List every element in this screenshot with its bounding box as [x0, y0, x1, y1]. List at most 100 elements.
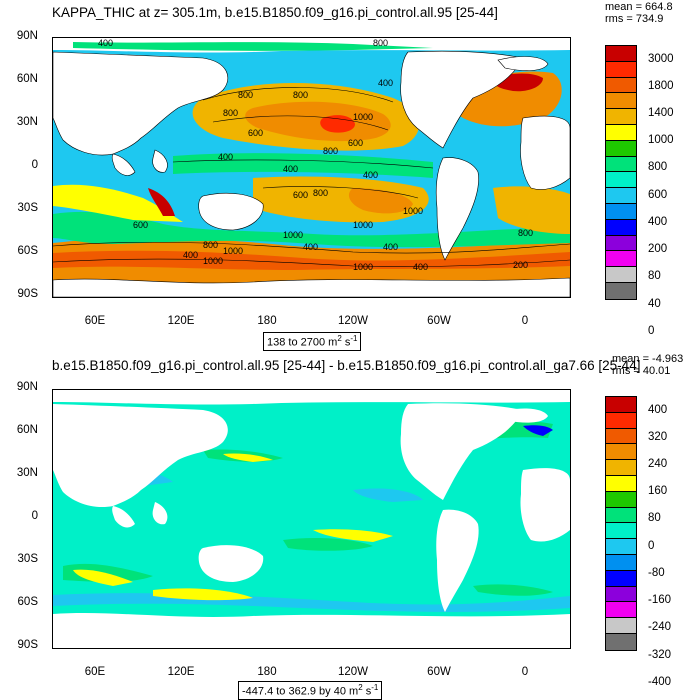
lat-label: 90S — [17, 288, 38, 300]
colorbar-swatch — [606, 633, 636, 650]
colorbar-swatch — [606, 219, 636, 236]
colorbar-swatch — [606, 188, 636, 204]
colorbar-swatch — [606, 475, 636, 492]
colorbar-swatch — [606, 397, 636, 413]
colorbar-label: 160 — [648, 485, 668, 498]
colorbar-swatch — [606, 61, 636, 78]
colorbar-label: 1000 — [648, 134, 674, 147]
lat-label: 90S — [17, 639, 38, 651]
colorbar-label: 200 — [648, 243, 668, 256]
colorbar-label: 400 — [648, 215, 668, 228]
arctic-top — [53, 390, 570, 405]
contour-label: 1000 — [353, 262, 373, 272]
contour-label: 600 — [293, 190, 308, 200]
contour-label: 800 — [223, 108, 238, 118]
contour-label: 800 — [373, 38, 388, 48]
patch-blue — [353, 488, 423, 502]
lon-label: 60W — [427, 666, 451, 678]
panel2-range-box: -447.4 to 362.9 by 40 m2 s-1 — [238, 681, 383, 700]
satlantic-gyre — [493, 186, 570, 234]
range-sup: 2 — [337, 334, 342, 343]
lat-label: 30S — [17, 202, 38, 214]
colorbar-label: 80 — [648, 512, 661, 525]
india — [111, 153, 136, 176]
panel1-range-box: 138 to 2700 m2 s-1 — [263, 332, 362, 351]
se-asia — [152, 149, 168, 173]
contour-line — [53, 241, 570, 254]
india — [112, 506, 135, 528]
eurasia — [53, 51, 228, 156]
africa — [520, 468, 570, 542]
colorbar-swatch — [606, 554, 636, 571]
range-sup: -1 — [371, 683, 379, 692]
lat-label: 60S — [17, 245, 38, 257]
spacific-gyre-core — [348, 188, 413, 214]
range-sup: 2 — [358, 683, 363, 692]
range-unit: s — [362, 685, 372, 698]
colorbar-swatch — [606, 602, 636, 619]
indian-yellow — [53, 184, 183, 222]
lat-label: 90N — [16, 30, 38, 42]
antarctica — [53, 613, 570, 648]
lat-label: 60S — [17, 596, 38, 608]
lat-label: 30N — [16, 116, 38, 128]
colorbar-label: 1800 — [648, 79, 674, 92]
colorbar-label: -240 — [648, 621, 672, 634]
contour-label: 800 — [323, 146, 338, 156]
colorbar-swatch — [606, 282, 636, 299]
colorbar-label: 240 — [648, 458, 668, 471]
lon-label: 0 — [521, 666, 529, 678]
colorbar-swatch — [606, 460, 636, 476]
colorbar-swatch — [606, 251, 636, 268]
south-america — [436, 509, 479, 612]
colorbar-swatch — [606, 507, 636, 524]
lon-label: 60W — [427, 315, 451, 327]
contour-line — [53, 258, 570, 267]
colorbar-swatch — [606, 267, 636, 283]
colorbar-label: 320 — [648, 430, 668, 443]
contour-label: 400 — [283, 164, 298, 174]
lat-label: 60N — [16, 424, 38, 436]
patch-yellow — [73, 569, 133, 586]
contour-label: 800 — [313, 188, 328, 198]
colorbar-label: 1400 — [648, 107, 674, 120]
patch-darkblue — [523, 425, 553, 436]
colorbar-swatch — [606, 235, 636, 252]
colorbar-swatch — [606, 539, 636, 555]
lon-label: 120W — [337, 315, 369, 327]
contour-line — [172, 159, 434, 169]
africa — [520, 115, 570, 190]
contour-label: 600 — [348, 138, 363, 148]
contour-label: 200 — [513, 260, 528, 270]
colorbar-swatch — [606, 172, 636, 189]
lon-label: 180 — [257, 666, 277, 678]
panel2-map-svg — [53, 390, 570, 648]
contour-label: 1000 — [403, 206, 423, 216]
contour-label: 1000 — [353, 220, 373, 230]
patch-yellow — [153, 588, 253, 601]
panel1-colorbar — [605, 45, 637, 300]
colorbar-swatch — [606, 523, 636, 540]
contour-label: 800 — [293, 90, 308, 100]
npacific-gyre-mid — [245, 101, 391, 142]
colorbar-swatch — [606, 124, 636, 141]
continents — [53, 390, 570, 648]
australia — [198, 545, 264, 582]
panel2-mean: mean = -4.963 — [612, 353, 684, 365]
lat-label: 60N — [16, 73, 38, 85]
contour-label: 400 — [363, 170, 378, 180]
arctic-band — [73, 42, 433, 51]
patch-yellow — [223, 453, 273, 462]
contour-label: 600 — [133, 220, 148, 230]
contour-label: 800 — [238, 90, 253, 100]
range-text: 138 to 2700 m — [267, 336, 338, 349]
panel2-map — [52, 389, 571, 649]
contour-label: 600 — [248, 128, 263, 138]
colorbar-swatch — [606, 586, 636, 603]
panel2-colorbar — [605, 396, 637, 651]
colorbar-label: 3000 — [648, 52, 674, 65]
lat-label: 0 — [31, 159, 38, 171]
contour-label: 800 — [203, 240, 218, 250]
colorbar-label: 0 — [648, 324, 655, 337]
eurasia — [53, 404, 228, 508]
